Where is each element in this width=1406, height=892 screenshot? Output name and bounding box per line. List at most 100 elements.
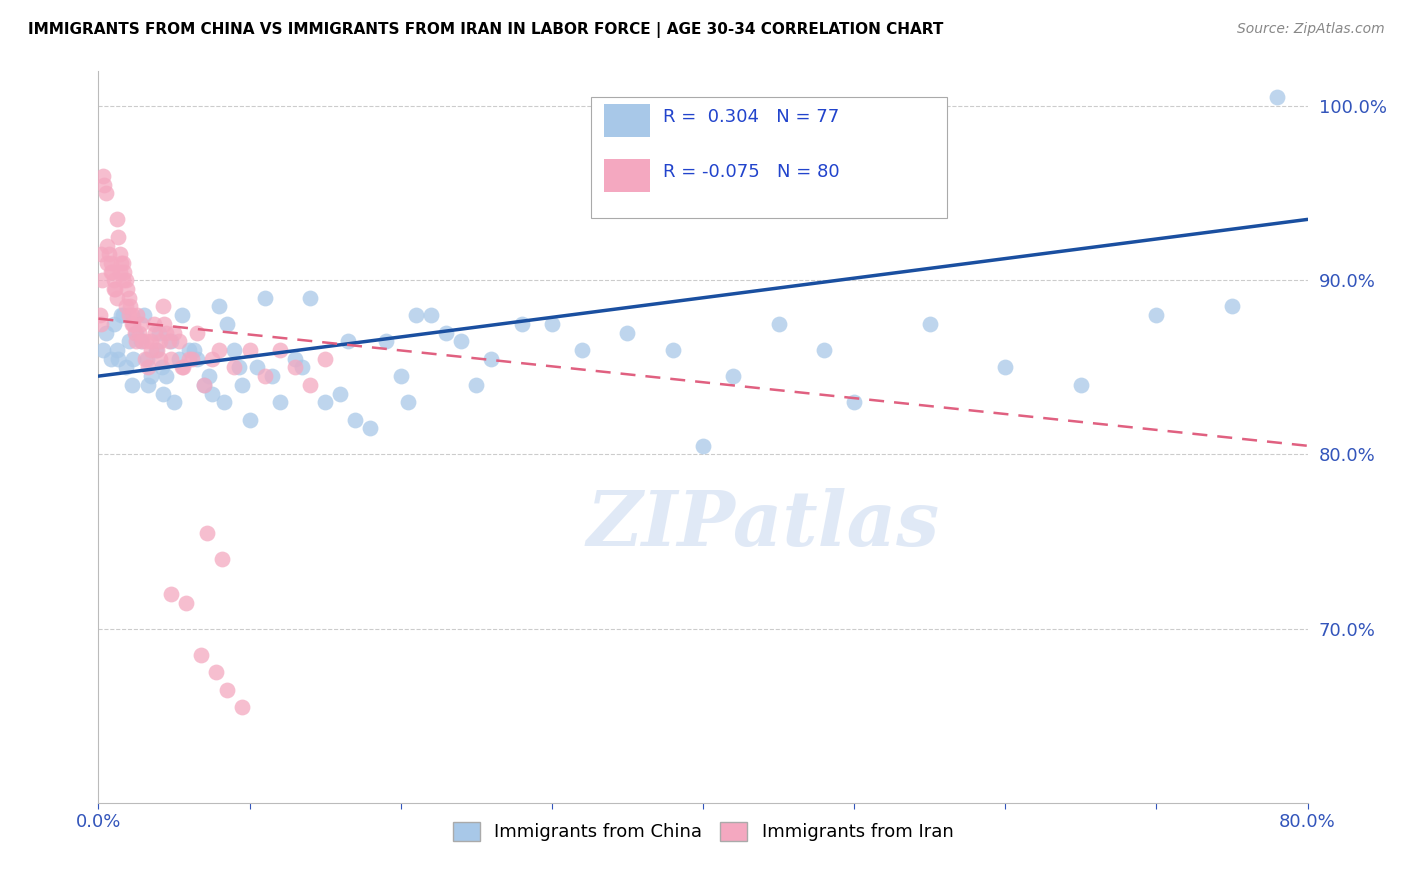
- Point: [193, 377, 215, 392]
- Point: [103, 273, 125, 287]
- Point: [246, 360, 269, 375]
- Point: [768, 317, 790, 331]
- Point: [91, 169, 114, 183]
- Point: [120, 300, 142, 314]
- Point: [136, 377, 159, 392]
- Point: [150, 360, 173, 375]
- Point: [139, 334, 162, 349]
- Point: [114, 360, 136, 375]
- Point: [269, 343, 291, 357]
- Point: [90, 317, 112, 331]
- Point: [389, 369, 412, 384]
- Point: [131, 317, 153, 331]
- Point: [132, 308, 155, 322]
- Point: [510, 317, 533, 331]
- Point: [1220, 300, 1243, 314]
- Point: [540, 317, 562, 331]
- Point: [141, 343, 163, 357]
- Point: [121, 377, 143, 392]
- Point: [125, 326, 148, 340]
- Point: [108, 247, 131, 261]
- Point: [174, 595, 197, 609]
- Point: [193, 377, 215, 392]
- Text: ZIPatlas: ZIPatlas: [586, 488, 941, 562]
- Point: [100, 256, 122, 270]
- Point: [224, 343, 246, 357]
- Point: [110, 265, 132, 279]
- Point: [420, 308, 443, 322]
- Point: [228, 360, 250, 375]
- Point: [125, 308, 148, 322]
- Point: [128, 326, 150, 340]
- Text: R = -0.075   N = 80: R = -0.075 N = 80: [664, 163, 839, 181]
- Point: [94, 186, 117, 201]
- Point: [284, 360, 307, 375]
- Point: [160, 351, 183, 366]
- Point: [201, 386, 224, 401]
- Point: [122, 317, 145, 331]
- Point: [111, 308, 134, 322]
- Bar: [603, 159, 650, 192]
- Point: [172, 360, 194, 375]
- Point: [155, 369, 177, 384]
- Point: [152, 300, 174, 314]
- Text: Source: ZipAtlas.com: Source: ZipAtlas.com: [1237, 22, 1385, 37]
- Point: [183, 343, 205, 357]
- Point: [149, 334, 172, 349]
- Point: [114, 273, 136, 287]
- Point: [215, 682, 238, 697]
- Point: [344, 412, 367, 426]
- Point: [90, 247, 112, 261]
- Point: [134, 351, 156, 366]
- Point: [135, 351, 157, 366]
- Point: [239, 343, 262, 357]
- Point: [131, 334, 153, 349]
- Point: [197, 369, 219, 384]
- Point: [94, 326, 117, 340]
- Point: [291, 360, 314, 375]
- Point: [136, 360, 159, 375]
- Point: [93, 178, 115, 192]
- Point: [360, 421, 382, 435]
- Point: [208, 300, 231, 314]
- Point: [262, 369, 284, 384]
- Point: [103, 317, 125, 331]
- Point: [160, 587, 183, 601]
- Point: [396, 395, 419, 409]
- Point: [149, 351, 172, 366]
- Point: [170, 360, 193, 375]
- Point: [212, 395, 235, 409]
- Point: [329, 386, 352, 401]
- Point: [118, 308, 141, 322]
- Point: [110, 308, 132, 322]
- Point: [450, 334, 472, 349]
- Point: [167, 334, 190, 349]
- Point: [186, 351, 208, 366]
- Point: [112, 265, 135, 279]
- Bar: [603, 104, 650, 137]
- Point: [571, 343, 593, 357]
- Point: [155, 326, 177, 340]
- Point: [157, 334, 180, 349]
- Point: [103, 282, 125, 296]
- Point: [121, 317, 143, 331]
- Point: [205, 665, 228, 680]
- Point: [118, 334, 141, 349]
- Point: [101, 265, 124, 279]
- Point: [224, 360, 246, 375]
- Point: [89, 308, 111, 322]
- Point: [211, 552, 233, 566]
- Point: [129, 334, 152, 349]
- Point: [190, 648, 212, 662]
- Point: [96, 238, 118, 252]
- Point: [692, 439, 714, 453]
- Point: [105, 212, 128, 227]
- Point: [146, 343, 169, 357]
- Point: [170, 308, 193, 322]
- Legend: Immigrants from China, Immigrants from Iran: Immigrants from China, Immigrants from I…: [446, 814, 960, 848]
- Point: [105, 291, 128, 305]
- Point: [215, 317, 238, 331]
- Point: [118, 291, 141, 305]
- Point: [994, 360, 1017, 375]
- Point: [160, 334, 183, 349]
